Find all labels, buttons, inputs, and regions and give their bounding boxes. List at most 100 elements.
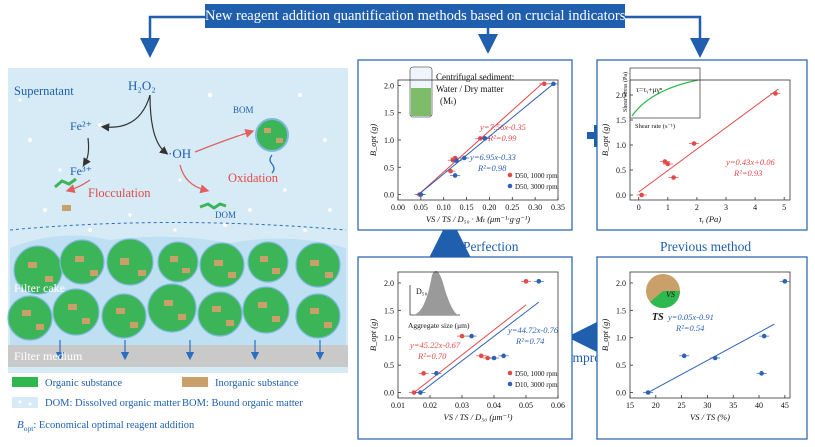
y-tick-label: 1.5 (616, 306, 626, 315)
process-panel: Supernatant H₂O₂ Fe²⁺ Fe³⁺ ·OH BOM DOM F… (7, 68, 348, 373)
x-tick-label: 0.00 (391, 203, 405, 212)
y-axis-label: B_opt (g) (368, 319, 378, 352)
x-tick-label: 0.35 (551, 203, 565, 212)
legend-bom: BOM: Bound organic matter (182, 398, 303, 409)
fit-equation: y=45.22x-0.67 (409, 340, 461, 350)
perfection-label: Perfection (463, 239, 519, 254)
data-point (501, 353, 506, 359)
fit-equation: y=44.72x-0.76 (507, 325, 559, 335)
x-tick-label: 0.03 (455, 401, 469, 410)
data-point (761, 333, 767, 339)
organic-swatch (12, 377, 38, 387)
fe3-text: Fe³⁺ (70, 164, 92, 178)
y-tick-label: 1.0 (384, 136, 394, 145)
supernatant-text: Supernatant (14, 84, 74, 98)
inset-text-3: (Mₜ) (440, 96, 456, 106)
x-axis-label: τᵧ (Pa) (699, 214, 721, 224)
size-distribution-inset (409, 270, 460, 316)
fit-r2: R²=0.70 (417, 351, 447, 361)
inorganic-specks (22, 256, 333, 330)
x-axis-label: VS / TS / D₅₀ · Mₜ (μm⁻¹·g·g⁻¹) (426, 214, 530, 224)
data-point (523, 279, 529, 284)
data-point (459, 333, 465, 339)
x-tick-label: 0.06 (551, 401, 565, 410)
data-point (482, 136, 488, 141)
x-tick-label: 1 (666, 203, 670, 212)
d50-label: D₅₀ (416, 287, 428, 296)
flow-guideline (9, 222, 347, 231)
x-tick-label: 25 (678, 401, 686, 410)
oxidation-text: Oxidation (228, 171, 279, 185)
data-point (541, 81, 547, 87)
x-tick-label: 0.15 (460, 203, 474, 212)
data-point (434, 371, 439, 376)
y-tick-label: 2.0 (384, 81, 394, 90)
y-tick-label: 1.0 (616, 334, 626, 343)
fit-equation: y=6.95x-0.33 (469, 152, 516, 162)
fit-r2: R²=0.54 (675, 323, 705, 333)
x-tick-label: 4 (753, 203, 757, 212)
y-axis-label: B_opt (g) (600, 319, 610, 352)
data-point (665, 161, 671, 167)
x-tick-label: 0 (637, 203, 641, 212)
data-point (645, 390, 651, 395)
y-tick-label: 1.5 (384, 109, 394, 118)
bom-text: BOM (233, 105, 254, 115)
centrifuge-tube-inset (409, 66, 433, 118)
data-point (485, 355, 490, 361)
fit-line (638, 88, 779, 193)
chart-bottom-right: 15 20 25 30 35 40 45 0.0 0.5 1.0 1.5 2.0 VS / TS (%)… (600, 271, 791, 422)
x-tick-label: 15 (626, 401, 634, 410)
legend-marker (507, 183, 513, 189)
data-point (691, 141, 697, 146)
x-tick-label: 3 (724, 203, 728, 212)
y-axis-label: B_opt (g) (600, 124, 610, 157)
flocculation-text: Flocculation (88, 186, 151, 200)
dom-swatch (12, 397, 38, 408)
x-tick-label: 0.25 (505, 203, 519, 212)
y-tick-label: 0.5 (616, 166, 626, 175)
data-point (773, 91, 778, 96)
x-tick-label: 0.20 (482, 203, 496, 212)
chart-frame-bottom-right (596, 256, 808, 440)
vs-ts-pie (646, 274, 681, 309)
chart-bottom-middle: 0.01 0.02 0.03 0.04 0.05 0.06 0.0 0.5 1.0 1.5 2.0 V… (368, 271, 565, 422)
x-axis-label: VS / TS / D₅₀ (μm⁻¹) (444, 412, 513, 422)
legend-entry: D50, 1000 rpm (515, 172, 558, 180)
rheology-inset (629, 67, 701, 119)
x-tick-label: 0.01 (391, 401, 405, 410)
fit-line (413, 304, 527, 393)
data-point (418, 192, 424, 197)
data-point (461, 155, 467, 161)
y-tick-label: 0.5 (616, 361, 626, 370)
x-tick-label: 0.05 (519, 401, 533, 410)
banner-connectors (140, 15, 710, 58)
y-tick-label: 0.0 (384, 389, 394, 398)
x-tick-label: 0.05 (414, 203, 428, 212)
x-tick-label: 45 (781, 401, 789, 410)
y-tick-label: 2.0 (384, 279, 394, 288)
legend-bopt: Bopt: Economical optimal reagent additio… (17, 419, 195, 433)
x-tick-label: 40 (755, 401, 763, 410)
data-point (759, 371, 764, 376)
data-point (639, 192, 644, 198)
x-tick-label: 2 (695, 203, 699, 212)
x-tick-label: 20 (652, 401, 660, 410)
fit-r2: R²=0.99 (487, 133, 517, 143)
fit-line (420, 301, 540, 393)
rheology-eq: τ=τᵧ+μγⁿ (636, 85, 663, 95)
data-point (712, 355, 718, 361)
data-point (448, 168, 453, 174)
fit-r2: R²=0.74 (515, 336, 545, 346)
dom-text: DOM (215, 210, 236, 220)
data-point (421, 371, 426, 376)
legend-marker (507, 370, 513, 376)
y-tick-label: 1.5 (384, 306, 394, 315)
data-point (418, 390, 423, 395)
data-point (454, 158, 459, 164)
legend-entry: D10, 3000 rpm (515, 381, 558, 389)
inorganic-swatch (182, 377, 208, 387)
y-axis-label: B_opt (g) (368, 124, 378, 157)
oh-text: ·OH (168, 146, 191, 161)
y-tick-label: 2.0 (616, 91, 626, 100)
